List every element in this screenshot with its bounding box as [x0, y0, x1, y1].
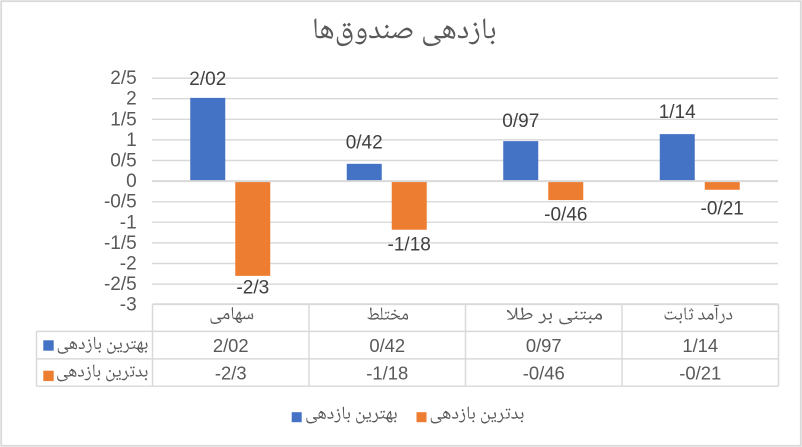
svg-text:-1/5: -1/5: [104, 233, 137, 254]
svg-text:0/42: 0/42: [346, 133, 383, 154]
svg-text:2/5: 2/5: [110, 68, 136, 89]
svg-text:0/42: 0/42: [369, 335, 405, 356]
svg-text:-0/5: -0/5: [104, 192, 137, 213]
svg-text:2/02: 2/02: [213, 335, 249, 356]
svg-text:-0/21: -0/21: [679, 363, 721, 384]
svg-text:1: 1: [126, 130, 137, 151]
svg-text:0: 0: [126, 171, 137, 192]
svg-text:-1/18: -1/18: [388, 234, 431, 255]
svg-text:-2/3: -2/3: [236, 278, 269, 299]
svg-text:2: 2: [126, 89, 137, 110]
svg-text:-0/21: -0/21: [701, 198, 744, 219]
svg-text:-2: -2: [120, 254, 137, 275]
svg-text:0/97: 0/97: [502, 111, 539, 132]
svg-text:-2/3: -2/3: [215, 363, 247, 384]
svg-text:-1/18: -1/18: [366, 363, 408, 384]
svg-text:0/5: 0/5: [110, 151, 136, 172]
svg-text:-1: -1: [120, 212, 137, 233]
svg-text:-2/5: -2/5: [104, 274, 137, 295]
svg-text:-0/46: -0/46: [544, 205, 587, 226]
svg-text:-0/46: -0/46: [523, 363, 565, 384]
svg-text:2/02: 2/02: [189, 69, 226, 90]
svg-text:1/14: 1/14: [682, 335, 718, 356]
svg-text:0/97: 0/97: [526, 335, 562, 356]
svg-text:1/14: 1/14: [659, 102, 696, 123]
svg-text:-3: -3: [120, 295, 137, 316]
svg-text:1/5: 1/5: [110, 109, 136, 130]
